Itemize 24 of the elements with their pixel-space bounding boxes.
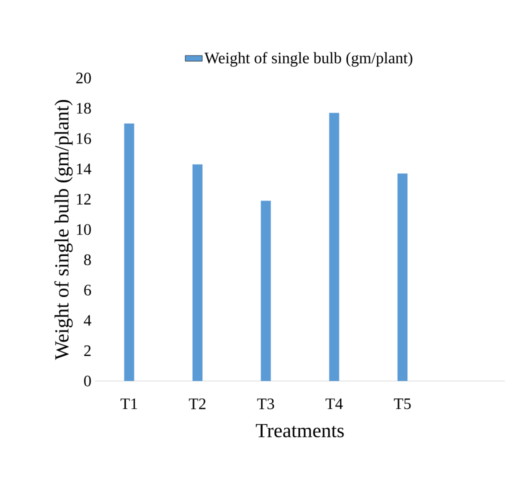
- y-tick-label: 8: [84, 254, 91, 266]
- bar: [192, 164, 202, 381]
- y-axis-title: Weight of single bulb (gm/plant): [54, 100, 73, 360]
- y-tick-label: 14: [76, 164, 92, 174]
- bar: [397, 173, 408, 381]
- bar: [124, 123, 134, 381]
- y-tick-label: 6: [84, 284, 92, 296]
- y-tick-label: 18: [76, 102, 91, 114]
- x-tick-label: T4: [326, 398, 343, 410]
- x-axis-title: Treatments: [256, 424, 344, 438]
- x-tick-label: T2: [188, 398, 206, 410]
- y-tick-label: 4: [84, 315, 92, 326]
- bar: [260, 200, 271, 381]
- y-tick-label: 0: [84, 376, 91, 386]
- bar: [329, 112, 340, 381]
- y-tick-label: 2: [84, 345, 91, 356]
- x-tick-label: T1: [120, 398, 138, 410]
- x-tick-label: T3: [257, 398, 274, 410]
- y-tick-label: 20: [76, 72, 91, 84]
- legend-label: Weight of single bulb (gm/plant): [204, 52, 412, 67]
- y-tick-label: 12: [76, 194, 91, 204]
- y-tick-label: 16: [76, 133, 92, 144]
- y-tick-label: 10: [76, 224, 91, 235]
- x-tick-label: T5: [394, 398, 411, 410]
